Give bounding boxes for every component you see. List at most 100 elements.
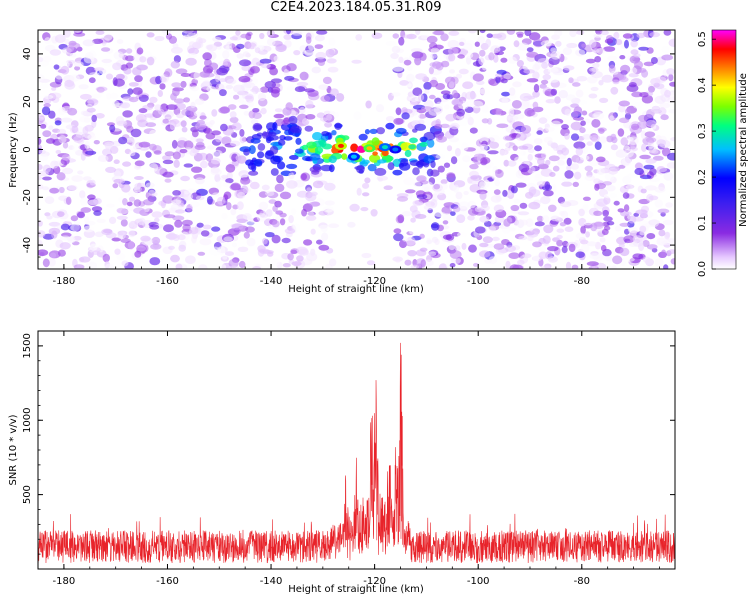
heatmap-cell [116, 39, 124, 44]
heatmap-cell [149, 143, 157, 151]
heatmap-cell [39, 83, 50, 89]
heatmap-cell [578, 217, 587, 227]
heatmap-cell [67, 107, 78, 116]
heatmap-cell [73, 30, 82, 33]
heatmap-cell [319, 139, 327, 148]
heatmap-cell [311, 66, 322, 74]
heatmap-cell [623, 148, 634, 158]
heatmap-cell [371, 32, 383, 39]
heatmap-cell [398, 56, 404, 63]
heatmap-cell [504, 147, 511, 152]
heatmap-cell [409, 101, 418, 106]
heatmap-cell [478, 57, 485, 65]
heatmap-cell [483, 179, 490, 188]
heatmap-cell [420, 259, 426, 268]
heatmap-cell [366, 260, 376, 266]
heatmap-cell [407, 250, 417, 257]
heatmap-cell [533, 83, 540, 93]
heatmap-cell [596, 47, 606, 55]
heatmap-cell [301, 118, 310, 125]
heatmap-cell [456, 108, 466, 117]
colorbar-tick-label: 0.2 [697, 169, 708, 185]
heatmap-cell [295, 137, 302, 145]
heatmap-cell [153, 60, 160, 67]
heatmap-cell [208, 62, 219, 70]
heatmap-cell [371, 137, 380, 146]
heatmap-cell [250, 65, 260, 74]
heatmap-cell [430, 47, 440, 54]
heatmap-cell [172, 215, 185, 221]
heatmap-cell [609, 115, 615, 121]
heatmap-cell [154, 104, 162, 112]
heatmap-cell [82, 225, 95, 233]
heatmap-cell [328, 155, 337, 164]
heatmap-cell [238, 260, 246, 269]
heatmap-cell [106, 92, 112, 100]
heatmap-cell [393, 117, 404, 125]
heatmap-cell [324, 182, 336, 191]
heatmap-cell [187, 32, 198, 38]
heatmap-cell [580, 225, 586, 235]
heatmap-cell [623, 211, 632, 217]
heatmap-cell [457, 118, 468, 127]
heatmap-cell [69, 74, 80, 82]
heatmap-cell [282, 107, 292, 116]
heatmap-cell [516, 60, 525, 68]
heatmap-cell [606, 221, 615, 226]
heatmap-cell [462, 155, 471, 163]
heatmap-cell [38, 164, 43, 171]
heatmap-cell [626, 173, 639, 178]
heatmap-cell [210, 166, 220, 174]
heatmap-cell [79, 256, 91, 263]
heatmap-cell [286, 180, 298, 189]
heatmap-cell [248, 170, 259, 176]
heatmap-cell [229, 140, 241, 147]
heatmap-cell [469, 127, 478, 134]
heatmap-cell [175, 263, 183, 269]
heatmap-cell [639, 92, 649, 98]
heatmap-cell [236, 155, 247, 164]
heatmap-cell [408, 144, 416, 150]
heatmap-cell [328, 223, 340, 228]
heatmap-cell [183, 163, 193, 168]
heatmap-cell [439, 183, 448, 191]
heatmap-cell [646, 233, 656, 240]
heatmap-cell [299, 71, 309, 81]
heatmap-cell [592, 112, 605, 120]
heatmap-cell [82, 39, 95, 47]
heatmap-cell [416, 160, 424, 169]
heatmap-cell [321, 232, 329, 241]
heatmap-cell [599, 237, 606, 243]
heatmap-cell [125, 137, 136, 143]
heatmap-cell [216, 180, 222, 190]
heatmap-cell [40, 123, 47, 129]
heatmap-cell [212, 192, 220, 197]
heatmap-cell [132, 87, 143, 95]
heatmap-cell [528, 186, 537, 196]
heatmap-cell [614, 225, 622, 232]
heatmap-cell [526, 51, 539, 58]
heatmap-cell [564, 132, 570, 140]
heatmap-cell [496, 123, 509, 129]
heatmap-cell [257, 92, 266, 102]
heatmap-cell [159, 83, 166, 90]
heatmap-cell [134, 176, 144, 180]
heatmap-cell [199, 115, 207, 120]
heatmap-cell [76, 211, 86, 219]
heatmap-cell [630, 49, 639, 55]
x-tick-label: -180 [53, 576, 76, 587]
heatmap-cell [630, 40, 638, 48]
heatmap-cell [525, 218, 534, 228]
heatmap-cell [65, 196, 72, 205]
heatmap-cell [474, 206, 483, 212]
heatmap-cell [303, 239, 313, 246]
heatmap-cell [566, 165, 572, 171]
heatmap-cell [190, 101, 196, 109]
heatmap-cell [415, 73, 427, 80]
heatmap-cell [409, 95, 420, 102]
heatmap-cell [499, 149, 506, 157]
heatmap-cell [550, 50, 561, 60]
heatmap-cell [305, 192, 317, 202]
heatmap-cell [532, 90, 540, 98]
heatmap-cell [543, 136, 553, 144]
